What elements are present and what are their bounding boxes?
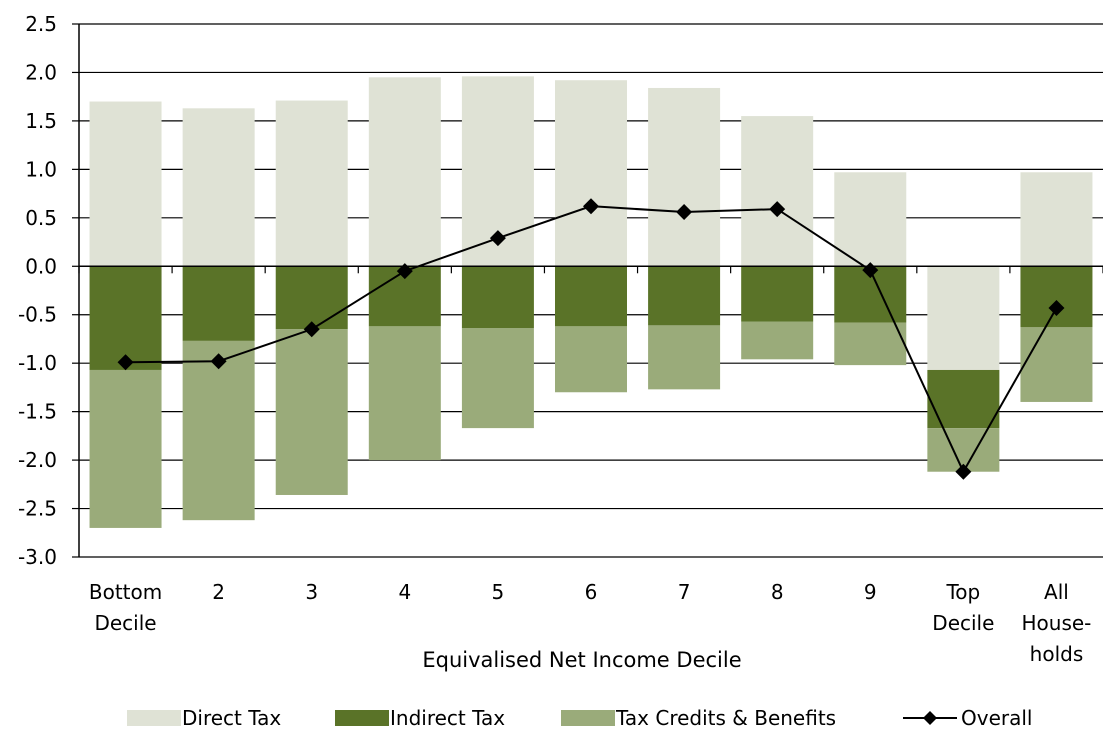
x-tick-label: 7 — [678, 580, 691, 604]
bar-segment — [1020, 266, 1093, 328]
x-tick-label: 5 — [492, 580, 505, 604]
bar-segment — [834, 322, 907, 366]
y-tick-label: 1.0 — [25, 157, 57, 181]
x-tick-label: All — [1044, 580, 1069, 604]
y-tick-label: 0.0 — [25, 254, 57, 278]
bar-segment — [275, 329, 348, 495]
bar-segment — [182, 266, 255, 341]
y-tick-label: -2.0 — [18, 448, 57, 472]
bar-segment — [834, 172, 907, 267]
x-axis-tick-labels: Bottom Decile 2 3 4 5 6 7 8 9 Top Decile All House-ho… — [89, 580, 1092, 666]
overall-marker — [1048, 299, 1065, 316]
legend-marker — [923, 711, 937, 725]
bar-segment — [741, 116, 814, 267]
bar-segment — [741, 321, 814, 360]
bar-segment — [89, 101, 162, 267]
y-axis-tick-labels: 2.5 2.0 1.5 1.0 0.5 0.0 -0.5 -1.0 -1.5 -2.0 -2.5 -3… — [18, 12, 57, 569]
bar-segment — [1020, 327, 1093, 402]
overall-marker — [769, 201, 786, 218]
overall-marker — [210, 353, 227, 370]
bar-segment — [182, 108, 255, 267]
legend-swatch — [127, 710, 181, 726]
bar-segment — [741, 266, 814, 322]
bar-segment — [648, 87, 721, 267]
bar-segment — [555, 80, 627, 267]
bar-segment — [89, 369, 162, 528]
legend-label: Tax Credits & Benefits — [615, 706, 836, 729]
x-tick-label: Decile — [94, 611, 156, 635]
bar-segment — [555, 266, 627, 327]
y-tick-label: 1.5 — [25, 109, 57, 133]
legend-label: Direct Tax — [182, 706, 281, 729]
x-tick-label: 3 — [305, 580, 318, 604]
axes — [72, 23, 1103, 558]
legend-swatch — [335, 710, 389, 726]
bar-segment — [461, 266, 534, 329]
x-tick-label: holds — [1030, 642, 1084, 666]
x-tick-label: 8 — [771, 580, 784, 604]
x-tick-label: Decile — [932, 611, 994, 635]
x-tick-label: Bottom — [89, 580, 162, 604]
bar-segment — [648, 325, 721, 390]
overall-marker — [955, 463, 972, 480]
x-tick-label: House- — [1022, 611, 1092, 635]
bar-segment — [368, 326, 441, 461]
overall-marker — [862, 262, 879, 279]
legend-label: Overall — [961, 706, 1032, 729]
bar-segment — [555, 326, 627, 393]
bar-segment — [461, 328, 534, 429]
x-tick-label: 4 — [398, 580, 411, 604]
y-tick-label: -3.0 — [18, 545, 57, 569]
overall-marker — [583, 198, 599, 215]
y-tick-label: -1.0 — [18, 351, 57, 375]
bar-segment — [1020, 172, 1093, 267]
bar-segment — [275, 100, 348, 267]
bar-segment — [368, 77, 441, 267]
bar-segment — [275, 266, 348, 330]
y-tick-label: -1.5 — [18, 400, 57, 424]
y-tick-label: -2.5 — [18, 497, 57, 521]
overall-line-series — [117, 198, 1065, 480]
x-tick-label: 6 — [585, 580, 598, 604]
bar-segment — [927, 266, 1000, 370]
legend: Direct Tax Indirect Tax Tax Credits & Bene… — [127, 706, 1032, 729]
x-tick-label: Top — [945, 580, 980, 604]
y-tick-label: 2.5 — [25, 12, 57, 36]
bar-segment — [648, 266, 721, 326]
overall-marker — [396, 263, 413, 280]
legend-label: Indirect Tax — [390, 706, 505, 729]
overall-marker — [489, 230, 506, 247]
y-tick-label: 2.0 — [25, 60, 57, 84]
bar-segment — [182, 340, 255, 521]
y-tick-label: -0.5 — [18, 303, 57, 327]
overall-marker — [303, 321, 320, 338]
y-tick-label: 0.5 — [25, 206, 57, 230]
overall-marker — [117, 354, 134, 371]
bar-segment — [89, 266, 162, 370]
x-axis-title: Equivalised Net Income Decile — [422, 648, 741, 672]
overall-marker — [676, 204, 693, 221]
x-tick-label: 2 — [212, 580, 225, 604]
legend-swatch — [561, 710, 615, 726]
x-tick-label: 9 — [864, 580, 877, 604]
bars — [89, 76, 1093, 528]
